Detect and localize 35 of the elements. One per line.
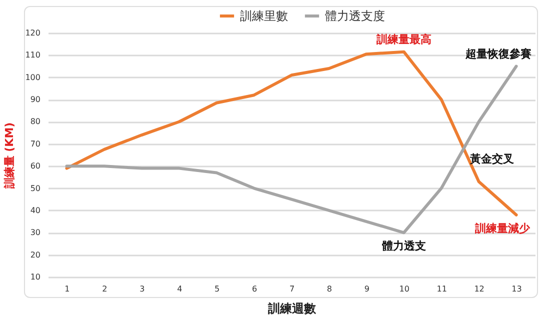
- x-tick-label: 9: [364, 284, 370, 294]
- annotation: 訓練量最高: [375, 32, 432, 46]
- y-tick-label: 80: [30, 117, 40, 126]
- x-tick-label: 2: [102, 284, 108, 294]
- y-tick-label: 20: [30, 250, 40, 260]
- x-tick-label: 6: [252, 284, 258, 294]
- line-series: [65, 64, 518, 234]
- y-tick-label: 100: [25, 72, 40, 82]
- y-tick-label: 90: [30, 95, 40, 104]
- x-tick-label: 12: [474, 284, 484, 294]
- y-tick-label: 40: [30, 206, 40, 215]
- y-axis-title: 訓練量 (KM): [3, 122, 16, 190]
- x-tick-label: 3: [140, 284, 145, 294]
- annotation: 體力透支: [380, 240, 426, 253]
- x-tick-label: 11: [436, 284, 447, 294]
- x-tick-label: 8: [326, 284, 332, 294]
- y-tick-label: 110: [25, 50, 40, 60]
- x-tick-label: 5: [214, 284, 220, 294]
- x-tick-label: 1: [64, 284, 70, 294]
- annotation: 訓練量減少: [474, 222, 531, 235]
- annotation: 黃金交叉: [468, 152, 514, 166]
- x-axis-title: 訓練週數: [267, 302, 317, 316]
- x-tick-label: 7: [289, 284, 295, 294]
- legend-label: 訓練里數: [240, 9, 288, 23]
- x-tick-label: 10: [399, 284, 410, 294]
- y-tick-label: 50: [30, 184, 40, 193]
- y-tick-label: 60: [30, 162, 40, 171]
- y-tick-label: 30: [30, 228, 40, 238]
- y-tick-label: 70: [30, 139, 40, 148]
- legend-label: 體力透支度: [325, 9, 385, 23]
- y-tick-label: 10: [30, 272, 40, 282]
- y-tick-label: 120: [25, 28, 40, 38]
- x-tick-label: 4: [177, 284, 182, 294]
- x-tick-label: 13: [512, 284, 522, 294]
- annotation: 超量恢復參賽: [464, 47, 532, 60]
